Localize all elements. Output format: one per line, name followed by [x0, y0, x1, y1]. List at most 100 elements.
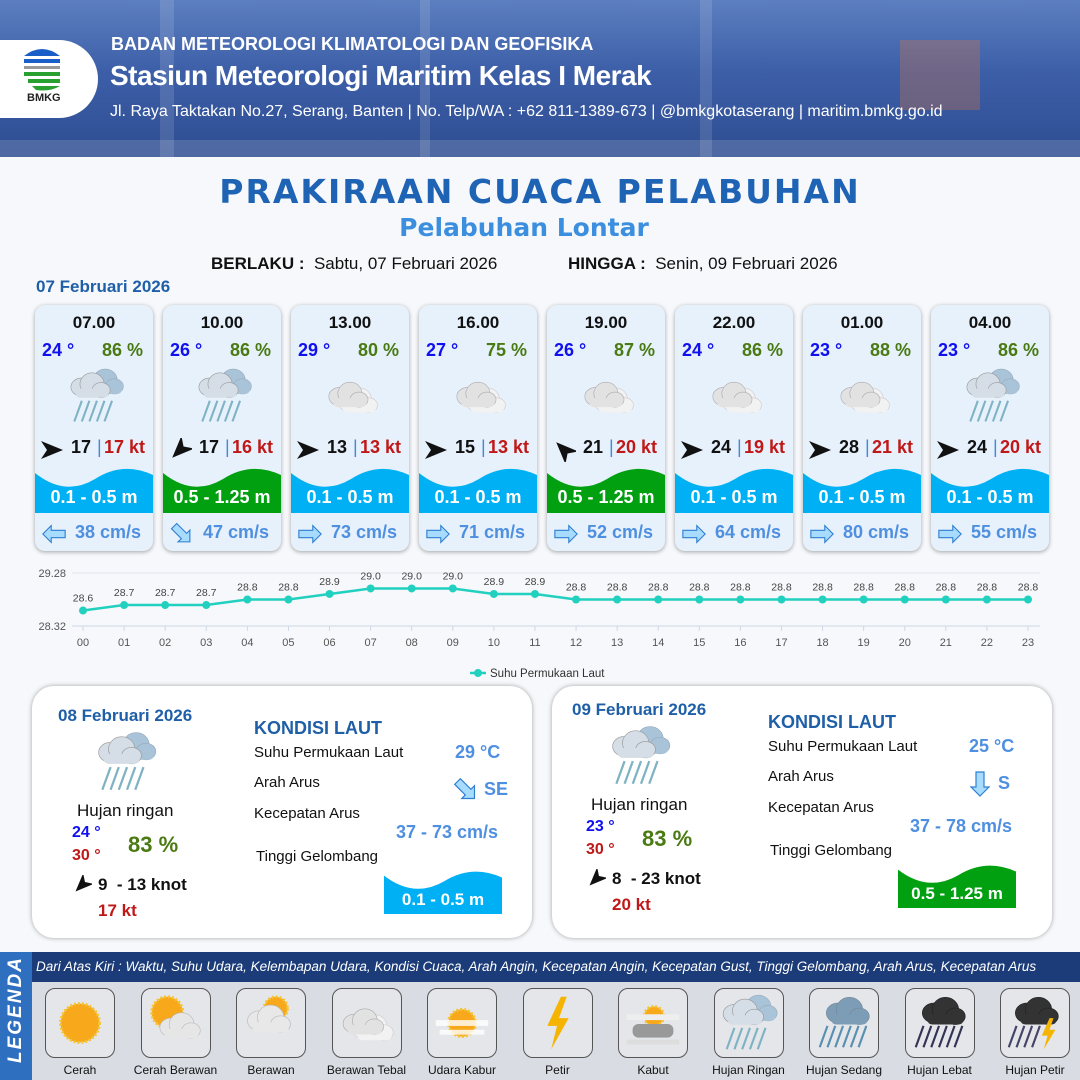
wave-icon	[931, 463, 1049, 513]
data-point	[982, 595, 991, 604]
max-temperature: 30 °	[586, 841, 615, 858]
contact-info: Jl. Raya Taktakan No.27, Serang, Banten …	[110, 103, 943, 120]
legend-item-label: Udara Kabur	[427, 1063, 497, 1077]
current-info: 80 cm/s	[803, 513, 921, 551]
wind-direction-icon	[936, 438, 960, 467]
forecast-card-1300: 13.00 29 ° 80 % 13 | 13 kt 0.1 - 0.5 m 7…	[291, 305, 409, 551]
udara-kabur-icon	[427, 988, 497, 1058]
separator: |	[609, 437, 614, 457]
x-tick-label: 06	[323, 637, 335, 649]
x-tick-label: 04	[241, 637, 253, 649]
berawan-tebal-icon	[703, 363, 769, 434]
bmkg-logo: BMKG	[0, 40, 98, 118]
current-direction-label: Arah Arus	[254, 774, 320, 791]
data-label: 28.8	[1018, 582, 1039, 594]
data-label: 28.8	[977, 582, 998, 594]
humidity: 83 %	[128, 832, 179, 857]
berawan-tebal-icon	[447, 363, 513, 434]
gust-speed: 19 kt	[743, 437, 785, 457]
forecast-time: 04.00	[968, 313, 1012, 332]
y-tick-label: 28.32	[38, 621, 66, 633]
air-temperature: 24 °	[42, 340, 75, 360]
berawan-icon	[236, 988, 306, 1058]
current-direction-icon	[937, 521, 963, 551]
cerah-berawan-icon	[140, 988, 211, 1058]
data-point	[777, 595, 786, 604]
data-label: 28.7	[114, 587, 135, 599]
wind-direction-icon	[296, 438, 320, 467]
wind-direction-icon	[680, 438, 704, 467]
wave-height-value: 0.1 - 0.5 m	[401, 890, 485, 909]
data-point	[325, 589, 334, 598]
current-direction-label: Arah Arus	[768, 768, 834, 785]
data-point	[530, 589, 539, 598]
petir-icon	[522, 988, 593, 1058]
hujan-ringan-icon	[191, 363, 257, 434]
y-tick-label: 29.28	[38, 568, 66, 580]
current-speed: 38 cm/s	[75, 522, 142, 542]
x-tick-label: 03	[200, 637, 212, 649]
current-direction-icon	[966, 770, 994, 803]
wave-height: 0.1 - 0.5 m	[946, 487, 1034, 507]
data-label: 28.8	[853, 582, 874, 594]
wind-direction-icon	[586, 867, 608, 894]
sst-value: 29 °C	[455, 742, 501, 762]
valid-from-value: Sabtu, 07 Februari 2026	[313, 254, 498, 273]
separator: |	[865, 437, 870, 457]
sea-surface-temperature-chart: 29.28 28.32 28.6 00 28.7 01 28.7 02 28.7 03 28.8 04…	[38, 568, 1040, 680]
wind-speed: 13	[327, 437, 348, 457]
separator: |	[225, 437, 230, 457]
data-point	[900, 595, 909, 604]
x-tick-label: 22	[981, 637, 993, 649]
data-label: 29.0	[443, 570, 464, 582]
air-temperature: 23 °	[938, 340, 971, 360]
air-temperature: 26 °	[170, 340, 203, 360]
wind-direction-icon	[72, 873, 94, 900]
weather-condition: Hujan ringan	[591, 795, 688, 814]
forecast-time: 01.00	[840, 313, 884, 332]
data-point	[366, 584, 375, 593]
forecast-card-1000: 10.00 26 ° 86 % 17 | 16 kt 0.5 - 1.25 m …	[163, 305, 281, 551]
x-tick-label: 14	[652, 637, 664, 649]
gust-speed: 13 kt	[359, 437, 401, 457]
humidity: 88 %	[869, 340, 911, 360]
data-label: 28.8	[278, 582, 299, 594]
legend-description: Dari Atas Kiri : Waktu, Suhu Udara, Kele…	[36, 959, 1037, 974]
data-label: 28.7	[196, 587, 217, 599]
current-direction-value: S	[998, 773, 1011, 793]
data-point	[448, 584, 457, 593]
x-tick-label: 09	[447, 637, 459, 649]
hujan-lebat-icon	[904, 988, 975, 1058]
current-speed: 52 cm/s	[587, 522, 654, 542]
current-info: 64 cm/s	[675, 513, 793, 551]
data-point	[941, 595, 950, 604]
air-temperature: 26 °	[554, 340, 587, 360]
wind-direction-icon	[808, 438, 832, 467]
gust-speed: 17 kt	[98, 901, 137, 920]
wind-direction-icon	[168, 435, 195, 467]
data-point	[243, 595, 252, 604]
data-label: 28.8	[566, 582, 587, 594]
x-tick-label: 07	[364, 637, 376, 649]
separator: |	[353, 437, 358, 457]
wave-height: 0.1 - 0.5 m	[50, 487, 138, 507]
current-speed-label: Kecepatan Arus	[254, 805, 360, 822]
valid-to-label: HINGGA :	[568, 254, 646, 273]
logo-text: BMKG	[27, 92, 61, 104]
current-info: 55 cm/s	[931, 513, 1049, 551]
legend-item-label: Berawan Tebal	[326, 1063, 407, 1077]
weather-condition: Hujan ringan	[77, 801, 174, 820]
x-tick-label: 11	[529, 637, 540, 649]
current-info: 71 cm/s	[419, 513, 537, 551]
current-speed: 71 cm/s	[459, 522, 526, 542]
data-point	[161, 601, 170, 610]
humidity: 75 %	[485, 340, 527, 360]
wave-height: 0.5 - 1.25 m	[557, 487, 655, 507]
air-temperature: 24 °	[682, 340, 715, 360]
current-info: 73 cm/s	[291, 513, 409, 551]
current-direction-icon	[425, 521, 451, 551]
wind-speed: 21	[583, 437, 604, 457]
hujan-petir-icon	[1000, 988, 1070, 1058]
wind-direction-icon	[552, 438, 579, 467]
x-tick-label: 16	[734, 637, 746, 649]
